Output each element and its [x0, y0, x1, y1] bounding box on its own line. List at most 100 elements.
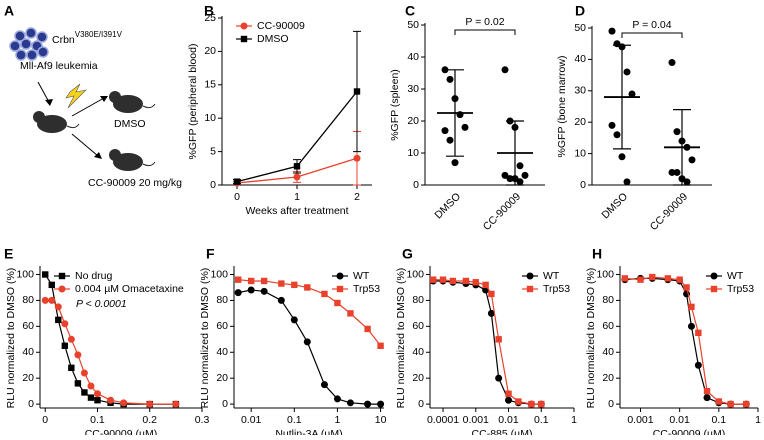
y-axis-label: RLU normalized to DMSO (%) — [395, 268, 407, 409]
y-tick-label: 60 — [22, 320, 34, 332]
marker — [526, 285, 534, 293]
marker — [94, 397, 101, 404]
x-tick-label: 2 — [354, 191, 360, 203]
marker — [364, 400, 372, 408]
marker — [146, 400, 154, 408]
panel-letter: D — [575, 3, 585, 19]
marker — [234, 276, 242, 283]
y-tick-label: 30 — [574, 85, 586, 97]
marker — [703, 394, 711, 402]
data-point — [521, 171, 529, 179]
y-tick-label: 20 — [574, 116, 586, 128]
y-tick-label: 50 — [407, 19, 419, 31]
data-point — [461, 123, 469, 131]
x-tick-label: 0.2 — [142, 414, 157, 426]
leukemia-label: Mll-Af9 leukemia — [20, 60, 98, 72]
legend-label: CC-90009 — [257, 20, 305, 32]
y-tick-label: 20 — [412, 372, 424, 384]
y-tick-label: 50 — [574, 22, 586, 34]
marker — [664, 275, 672, 282]
y-tick-label: 0 — [210, 179, 216, 191]
panel-letter: E — [4, 246, 13, 262]
marker — [488, 290, 495, 298]
y-tick-label: 5 — [210, 145, 216, 157]
marker — [54, 303, 62, 311]
sd-bar — [506, 120, 524, 186]
y-tick-label: 100 — [16, 268, 34, 280]
marker — [48, 281, 55, 289]
marker — [291, 281, 298, 289]
marker — [346, 399, 354, 407]
y-tick-label: 20 — [216, 372, 228, 384]
marker — [278, 280, 285, 287]
marker — [55, 316, 62, 324]
marker — [61, 320, 69, 328]
data-point — [673, 128, 681, 136]
x-tick-label: 0 — [42, 414, 48, 426]
x-axis-label: Nutlin-3A (µM) — [275, 428, 342, 435]
marker — [321, 290, 328, 298]
marker — [676, 276, 683, 283]
marker — [487, 309, 495, 317]
marker — [649, 273, 656, 281]
marker — [688, 303, 695, 311]
annotation: P < 0.0001 — [76, 298, 127, 310]
x-tick-label: 10 — [375, 414, 387, 426]
legend-label: No drug — [75, 270, 113, 282]
marker — [303, 338, 311, 346]
lightning — [65, 83, 87, 109]
y-tick-label: 0 — [413, 179, 419, 191]
x-tick-label: 0.3 — [195, 414, 210, 426]
sd-bar — [613, 44, 631, 150]
y-tick-label: 15 — [204, 79, 216, 91]
data-point — [623, 178, 631, 186]
y-tick-label: 20 — [602, 372, 614, 384]
y-tick-label: 30 — [407, 83, 419, 95]
marker — [505, 396, 513, 404]
marker — [694, 361, 702, 369]
mouse — [109, 149, 156, 171]
panel-letter: H — [592, 246, 602, 262]
marker — [515, 398, 522, 405]
x-axis-label: CC-90009 (µM) — [653, 428, 726, 435]
arrowhead — [100, 96, 108, 102]
x-tick-label: 0.001 — [627, 414, 653, 426]
x-tick-label: CC-90009 — [481, 190, 523, 232]
x-tick-label: 0.0001 — [427, 414, 459, 426]
marker — [429, 276, 437, 283]
x-tick-label: 0.01 — [241, 414, 262, 426]
marker — [710, 285, 718, 293]
marker — [293, 173, 301, 181]
arrow — [71, 133, 99, 157]
x-tick-label: 0.1 — [90, 414, 105, 426]
y-tick-label: 80 — [412, 294, 424, 306]
y-tick-label: 20 — [204, 45, 216, 57]
y-tick-label: 40 — [216, 346, 228, 358]
y-axis-label: %GFP (peripheral blood) — [187, 44, 199, 160]
x-tick-label: 0 — [234, 191, 240, 203]
y-axis-label: RLU normalized to DMSO (%) — [199, 268, 211, 409]
y-tick-label: 40 — [412, 346, 424, 358]
marker — [482, 281, 489, 289]
legend-label: 0.004 µM Omacetaxine — [75, 283, 184, 295]
legend-label: Trp53 — [353, 283, 380, 295]
marker — [240, 22, 248, 30]
marker — [538, 400, 545, 408]
y-tick-label: 40 — [22, 346, 34, 358]
marker — [743, 400, 750, 408]
marker — [93, 390, 101, 398]
marker — [637, 276, 644, 283]
data-point — [446, 136, 454, 144]
marker — [48, 296, 56, 304]
marker — [334, 299, 341, 307]
y-tick-label: 0 — [418, 398, 424, 410]
marker — [621, 275, 629, 282]
marker — [293, 163, 301, 170]
x-tick-label: 0.1 — [287, 414, 302, 426]
marker — [377, 342, 384, 349]
marker — [260, 277, 268, 285]
y-tick-label: 80 — [22, 294, 34, 306]
x-tick-label: 1 — [755, 414, 761, 426]
